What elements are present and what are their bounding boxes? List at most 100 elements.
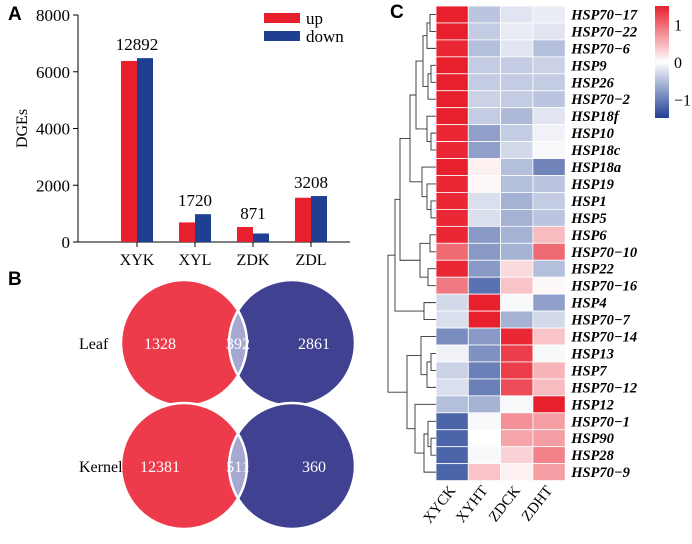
heatmap-cell <box>532 158 566 176</box>
venn-circle-left <box>121 280 247 406</box>
bar-up <box>237 226 253 242</box>
heatmap-cell <box>532 361 566 380</box>
heatmap-cell <box>532 378 566 397</box>
heatmap-cell <box>435 412 469 431</box>
colorbar-tick-label: 0 <box>674 55 682 72</box>
row-label: HSP4 <box>570 296 606 312</box>
dendrogram-branch <box>426 115 436 143</box>
row-label: HSP70−2 <box>570 92 630 108</box>
heatmap-cell <box>500 73 534 92</box>
heatmap-cell <box>500 242 534 261</box>
heatmap-cell <box>500 90 534 109</box>
row-label: HSP13 <box>570 346 614 362</box>
heatmap-cell <box>532 242 566 261</box>
heatmap-cell <box>435 39 469 58</box>
row-label: HSP18c <box>570 143 621 159</box>
heatmap-cell <box>532 463 566 481</box>
y-tick-label: 2000 <box>36 176 70 195</box>
dendrogram-branch <box>387 254 407 393</box>
y-axis-title: DGEs <box>14 109 31 148</box>
heatmap-cell <box>467 412 501 431</box>
venn-overlap-count: 392 <box>226 336 250 353</box>
heatmap-cell <box>467 175 501 193</box>
heatmap: HSP70−17HSP70−22HSP70−6HSP9HSP26HSP70−2H… <box>387 5 691 527</box>
dendrogram-branch <box>423 302 436 321</box>
dendrogram-branch <box>430 353 436 371</box>
row-label: HSP1 <box>570 194 606 210</box>
row-label: HSP70−17 <box>570 7 638 23</box>
heatmap-cell <box>500 56 534 75</box>
dendrogram-branch <box>419 242 430 278</box>
colorbar-tick-label: 1 <box>674 18 682 35</box>
heatmap-cell <box>500 39 534 58</box>
heatmap-cell <box>500 344 534 363</box>
heatmap-cell <box>467 259 501 278</box>
heatmap-cell <box>435 293 469 312</box>
venn-set-label: Leaf <box>79 336 109 353</box>
x-tick-label: ZDL <box>295 252 326 269</box>
column-label: XYHT <box>453 483 491 526</box>
heatmap-cell <box>500 429 534 448</box>
bar-chart: 0 2000 4000 6000 8000 DGEs XYK 12892 XYL 1720 ZDK 8… <box>14 6 350 269</box>
dendrogram-branch <box>429 14 436 32</box>
heatmap-cell <box>500 395 534 414</box>
heatmap-cell <box>435 395 469 414</box>
heatmap-cell <box>435 310 469 329</box>
heatmap-cell <box>467 293 501 312</box>
heatmap-cell <box>500 259 534 278</box>
heatmap-cell <box>467 242 501 261</box>
column-label: ZDHT <box>519 483 556 524</box>
heatmap-cell <box>467 22 501 41</box>
venn-left-count: 1328 <box>144 336 176 353</box>
heatmap-cell <box>435 124 469 143</box>
venn-left-count: 12381 <box>140 459 180 476</box>
heatmap-cell <box>532 192 566 210</box>
heatmap-cell <box>435 73 469 92</box>
dendrogram-branch <box>427 420 436 448</box>
row-label: HSP5 <box>570 211 606 227</box>
heatmap-cell <box>500 208 534 227</box>
row-label: HSP70−1 <box>570 414 630 430</box>
total-label: 871 <box>240 204 266 223</box>
heatmap-cell <box>467 225 501 244</box>
legend-label-up: up <box>306 9 323 28</box>
heatmap-cell <box>500 175 534 193</box>
heatmap-cell <box>435 5 469 24</box>
row-label: HSP70−16 <box>570 279 638 295</box>
heatmap-cell <box>467 39 501 58</box>
venn-overlap-count: 511 <box>226 459 249 476</box>
row-label: HSP19 <box>570 177 614 193</box>
heatmap-cell <box>532 208 566 227</box>
heatmap-cell <box>500 412 534 431</box>
heatmap-cell <box>467 124 501 143</box>
venn-set-label: Kernel <box>79 459 123 476</box>
column-label: ZDCK <box>486 483 524 525</box>
dendrogram-branch <box>430 437 436 456</box>
bar-up <box>295 197 311 242</box>
row-label: HSP28 <box>570 448 614 464</box>
heatmap-cell <box>532 412 566 431</box>
total-label: 3208 <box>294 173 328 192</box>
heatmap-cell <box>532 259 566 278</box>
row-label: HSP70−10 <box>570 245 637 261</box>
heatmap-cell <box>532 310 566 329</box>
heatmap-cell <box>532 124 566 143</box>
row-label: HSP70−12 <box>570 380 637 396</box>
heatmap-cell <box>467 56 501 75</box>
panel-label-b: B <box>8 269 22 290</box>
heatmap-cell <box>467 141 501 159</box>
dendrogram-branch <box>426 361 436 388</box>
dendrogram-branch <box>426 22 436 49</box>
heatmap-cell <box>500 446 534 465</box>
total-label: 12892 <box>116 35 159 54</box>
venn-outline <box>119 401 249 531</box>
legend-swatch-down <box>264 31 300 41</box>
heatmap-cell <box>532 175 566 193</box>
heatmap-cell <box>500 5 534 24</box>
heatmap-cell <box>500 276 534 295</box>
heatmap-cell <box>500 225 534 244</box>
row-label: HSP70−22 <box>570 24 637 40</box>
column-label: XYCK <box>421 483 460 526</box>
heatmap-cell <box>500 327 534 346</box>
heatmap-cell <box>467 276 501 295</box>
